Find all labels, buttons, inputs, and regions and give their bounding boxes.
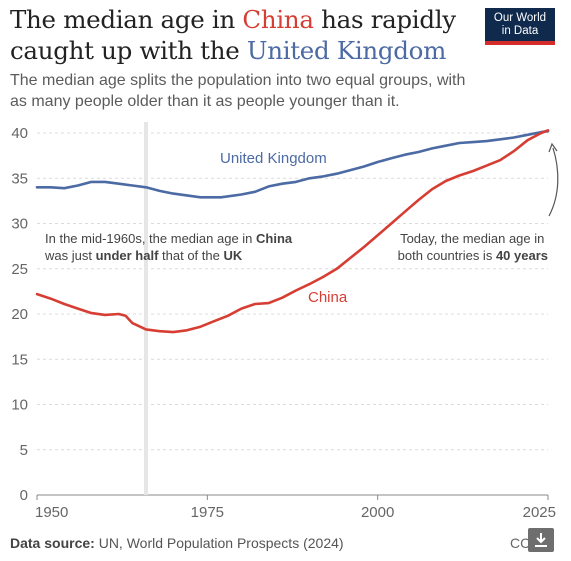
y-tick-label: 20 bbox=[11, 306, 28, 323]
download-icon bbox=[535, 533, 547, 547]
chart-subtitle: The median age splits the population int… bbox=[10, 72, 466, 110]
y-tick-label: 5 bbox=[20, 442, 28, 459]
x-tick-label: 1975 bbox=[191, 504, 224, 521]
x-tick-label: 2000 bbox=[361, 504, 394, 521]
logo-bar bbox=[485, 41, 555, 45]
annotation-arrowhead bbox=[548, 142, 558, 153]
y-tick-label: 0 bbox=[20, 487, 28, 504]
title-china: China bbox=[242, 5, 314, 34]
highlight-band bbox=[144, 122, 149, 495]
y-tick-label: 15 bbox=[11, 351, 28, 368]
y-tick-label: 40 bbox=[11, 125, 28, 142]
x-tick-labels: 1950 1975 2000 2025 bbox=[35, 504, 556, 521]
series-lines bbox=[35, 129, 550, 334]
title-uk: United Kingdom bbox=[246, 36, 447, 65]
annotation-arrow bbox=[548, 147, 559, 217]
y-tick-label: 30 bbox=[11, 216, 28, 233]
y-tick-label: 10 bbox=[11, 397, 28, 414]
chart-title: The median age in China has rapidly caug… bbox=[10, 5, 456, 65]
x-tick-label: 1950 bbox=[35, 504, 68, 521]
license-label[interactable]: CC bbox=[510, 535, 531, 551]
download-button[interactable] bbox=[528, 528, 554, 552]
series-line-china bbox=[35, 129, 550, 334]
y-tick-label: 35 bbox=[11, 170, 28, 187]
y-tick-label: 25 bbox=[11, 261, 28, 278]
x-tick-label: 2025 bbox=[523, 504, 556, 521]
logo-line2: in Data bbox=[501, 25, 539, 37]
y-tick-labels: 0 5 10 15 20 25 30 35 40 bbox=[11, 125, 28, 504]
annotation-mid-1960s: In the mid-1960s, the median age in Chin… bbox=[44, 231, 296, 263]
owid-logo[interactable]: Our World in Data bbox=[485, 8, 555, 45]
annotation-today: Today, the median age in both countries … bbox=[398, 231, 548, 263]
series-label-uk: United Kingdom bbox=[220, 150, 327, 167]
logo-line1: Our World bbox=[493, 12, 547, 24]
grid-lines bbox=[36, 132, 549, 500]
series-line-united-kingdom bbox=[35, 129, 550, 199]
data-source: Data source: UN, World Population Prospe… bbox=[10, 535, 344, 551]
series-label-china: China bbox=[308, 289, 348, 306]
